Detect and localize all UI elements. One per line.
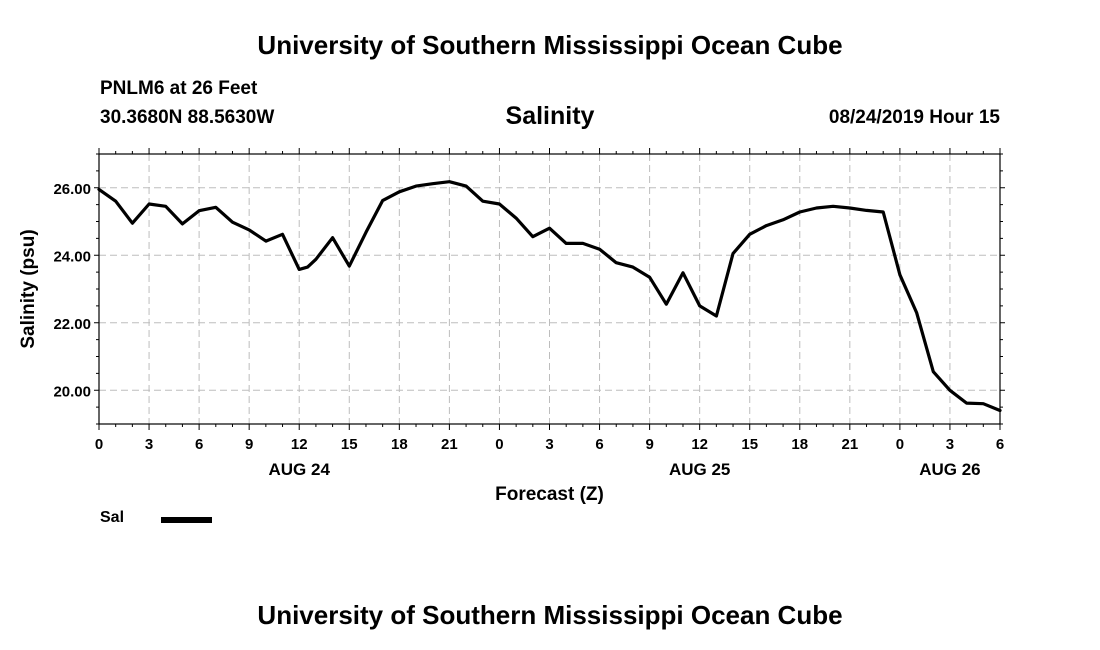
- x-tick-label: 0: [896, 436, 904, 453]
- page-title: University of Southern Mississippi Ocean…: [257, 30, 843, 60]
- x-tick-label: 0: [95, 436, 103, 453]
- location-label: 30.3680N 88.5630W: [100, 107, 275, 128]
- footer-title: University of Southern Mississippi Ocean…: [257, 600, 843, 630]
- x-tick-label: 3: [145, 436, 153, 453]
- x-axis-label: Forecast (Z): [495, 484, 604, 505]
- x-tick-label: 18: [391, 436, 408, 453]
- x-tick-label: 18: [791, 436, 808, 453]
- date-label: AUG 26: [919, 460, 980, 479]
- x-tick-label: 15: [741, 436, 758, 453]
- x-tick-label: 6: [195, 436, 203, 453]
- series-line-sal: [97, 180, 1002, 413]
- x-tick-label: 9: [645, 436, 653, 453]
- x-tick-label: 3: [946, 436, 954, 453]
- station-label: PNLM6 at 26 Feet: [100, 78, 258, 99]
- chart-title: Salinity: [505, 102, 595, 130]
- x-tick-label: 12: [691, 436, 708, 453]
- date-label: AUG 25: [669, 460, 730, 479]
- legend-swatch: [161, 517, 212, 523]
- x-tick-label: 15: [341, 436, 358, 453]
- y-tick-label: 22.00: [53, 316, 91, 333]
- x-tick-label: 6: [595, 436, 603, 453]
- x-tick-label: 0: [495, 436, 503, 453]
- date-label: AUG 24: [269, 460, 331, 479]
- timestamp-label: 08/24/2019 Hour 15: [828, 107, 1000, 128]
- x-tick-label: 9: [245, 436, 253, 453]
- x-tick-label: 3: [545, 436, 553, 453]
- y-tick-label: 24.00: [53, 248, 91, 265]
- y-axis-label: Salinity (psu): [18, 229, 39, 348]
- y-tick-label: 20.00: [53, 383, 91, 400]
- x-tick-label: 21: [441, 436, 458, 453]
- y-tick-label: 26.00: [53, 181, 91, 198]
- legend-label: Sal: [100, 509, 125, 526]
- x-tick-label: 12: [291, 436, 308, 453]
- x-tick-label: 21: [841, 436, 858, 453]
- x-tick-label: 6: [996, 436, 1004, 453]
